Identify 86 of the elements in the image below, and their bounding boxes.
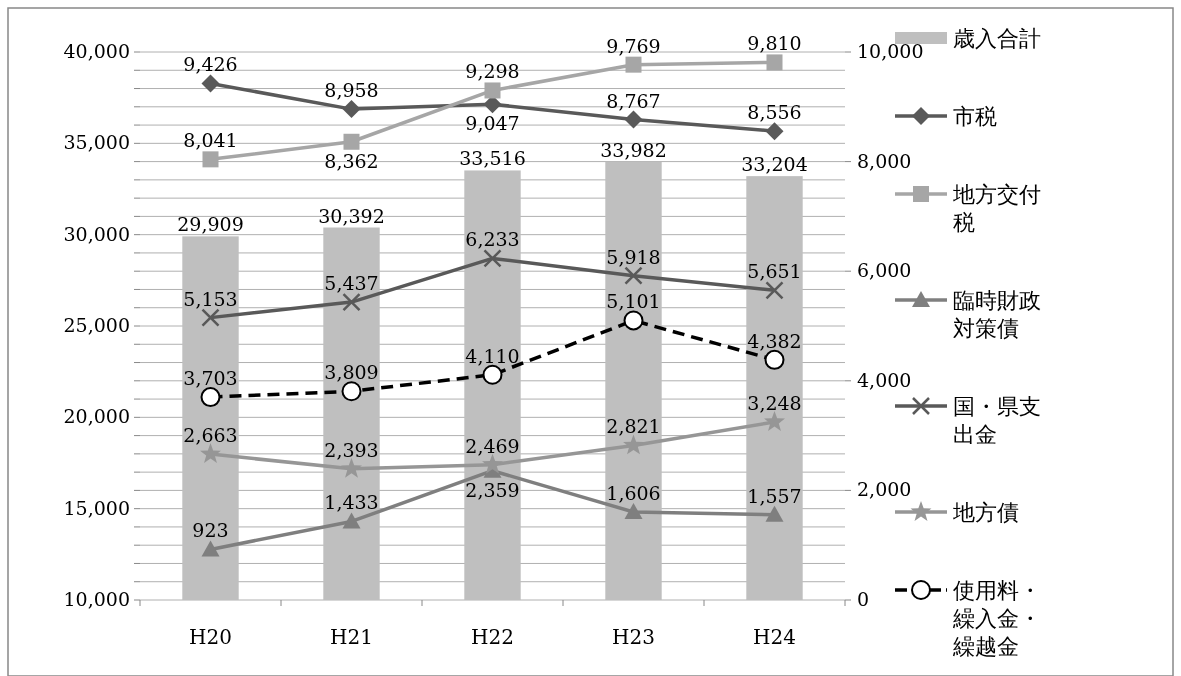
y2-tick-label: 6,000 bbox=[857, 259, 912, 282]
point bbox=[623, 310, 644, 331]
data-label: 8,958 bbox=[324, 79, 379, 102]
legend-label: 地方債 bbox=[952, 500, 1019, 525]
legend-label: 歳入合計 bbox=[953, 26, 1041, 51]
data-label: 8,556 bbox=[747, 101, 802, 124]
point bbox=[764, 411, 785, 431]
point bbox=[483, 249, 502, 268]
data-label: 9,426 bbox=[183, 53, 238, 76]
y2-tick-label: 0 bbox=[857, 588, 870, 610]
y2-tick-label: 10,000 bbox=[857, 40, 924, 62]
y2-tick-label: 2,000 bbox=[857, 478, 912, 501]
point bbox=[624, 266, 643, 285]
data-label: 3,703 bbox=[183, 367, 238, 390]
data-label: 29,909 bbox=[177, 213, 244, 236]
data-label: 2,359 bbox=[465, 478, 520, 501]
y-tick-label: 30,000 bbox=[63, 222, 130, 245]
data-label: 1,606 bbox=[606, 481, 661, 504]
y-tick-label: 40,000 bbox=[63, 40, 130, 62]
y-tick-label: 10,000 bbox=[63, 588, 130, 610]
data-label: 33,982 bbox=[600, 138, 667, 161]
legend-label: 使用料・繰入金・繰越金 bbox=[952, 578, 1041, 659]
x-tick-label: H20 bbox=[189, 625, 232, 649]
data-label: 2,821 bbox=[606, 415, 661, 438]
point bbox=[625, 56, 642, 73]
data-label: 1,433 bbox=[324, 491, 379, 514]
data-label: 9,769 bbox=[606, 34, 661, 57]
data-label: 4,382 bbox=[747, 329, 802, 352]
data-label: 5,437 bbox=[324, 272, 379, 295]
data-label: 2,469 bbox=[465, 434, 520, 457]
data-label: 2,393 bbox=[324, 438, 379, 461]
point bbox=[765, 505, 784, 522]
point bbox=[765, 281, 784, 300]
y-tick-label: 25,000 bbox=[63, 314, 130, 336]
data-label: 5,101 bbox=[606, 290, 661, 313]
data-label: 30,392 bbox=[318, 204, 385, 227]
point bbox=[201, 308, 220, 327]
point bbox=[764, 349, 785, 370]
data-label: 33,204 bbox=[741, 153, 808, 176]
data-label: 1,557 bbox=[747, 484, 802, 507]
x-tick-label: H24 bbox=[753, 625, 796, 649]
y2-tick-label: 4,000 bbox=[857, 368, 912, 391]
legend-label: 地方交付税 bbox=[952, 182, 1041, 235]
data-label: 4,110 bbox=[465, 344, 520, 367]
data-label: 2,663 bbox=[183, 424, 238, 447]
data-label: 5,651 bbox=[747, 260, 802, 283]
data-label: 8,041 bbox=[183, 129, 238, 152]
data-label: 5,153 bbox=[183, 287, 238, 310]
point bbox=[201, 540, 220, 557]
y-tick-label: 15,000 bbox=[63, 496, 130, 519]
data-label: 3,809 bbox=[324, 361, 379, 384]
data-label: 9,047 bbox=[465, 112, 520, 135]
point bbox=[342, 100, 361, 119]
data-label: 8,362 bbox=[324, 149, 379, 172]
legend-label: 臨時財政対策債 bbox=[953, 288, 1041, 341]
point bbox=[623, 434, 644, 455]
point bbox=[766, 54, 783, 71]
point bbox=[200, 387, 221, 408]
data-label: 5,918 bbox=[606, 245, 661, 268]
point bbox=[342, 512, 361, 529]
point bbox=[201, 74, 220, 93]
point bbox=[343, 133, 360, 150]
point bbox=[624, 110, 643, 129]
point bbox=[765, 122, 784, 141]
y-tick-label: 20,000 bbox=[63, 405, 130, 428]
y2-tick-label: 8,000 bbox=[857, 149, 912, 172]
point bbox=[200, 443, 221, 463]
data-label: 9,810 bbox=[747, 32, 802, 55]
x-tick-label: H22 bbox=[471, 625, 514, 649]
data-label: 6,233 bbox=[465, 228, 520, 251]
y-tick-label: 35,000 bbox=[63, 131, 130, 154]
point bbox=[484, 82, 501, 99]
data-label: 33,516 bbox=[459, 147, 526, 170]
data-label: 3,248 bbox=[747, 392, 802, 415]
legend-label: 国・県支出金 bbox=[953, 394, 1041, 447]
legend-label: 市税 bbox=[953, 104, 997, 129]
point bbox=[202, 151, 219, 168]
point bbox=[342, 292, 361, 312]
data-label: 8,767 bbox=[606, 89, 661, 112]
data-label: 923 bbox=[192, 519, 229, 542]
x-tick-label: H23 bbox=[612, 625, 655, 649]
point bbox=[341, 381, 362, 402]
x-tick-label: H21 bbox=[330, 625, 373, 649]
point bbox=[482, 364, 503, 385]
data-label: 9,298 bbox=[465, 60, 520, 83]
point bbox=[624, 502, 643, 519]
